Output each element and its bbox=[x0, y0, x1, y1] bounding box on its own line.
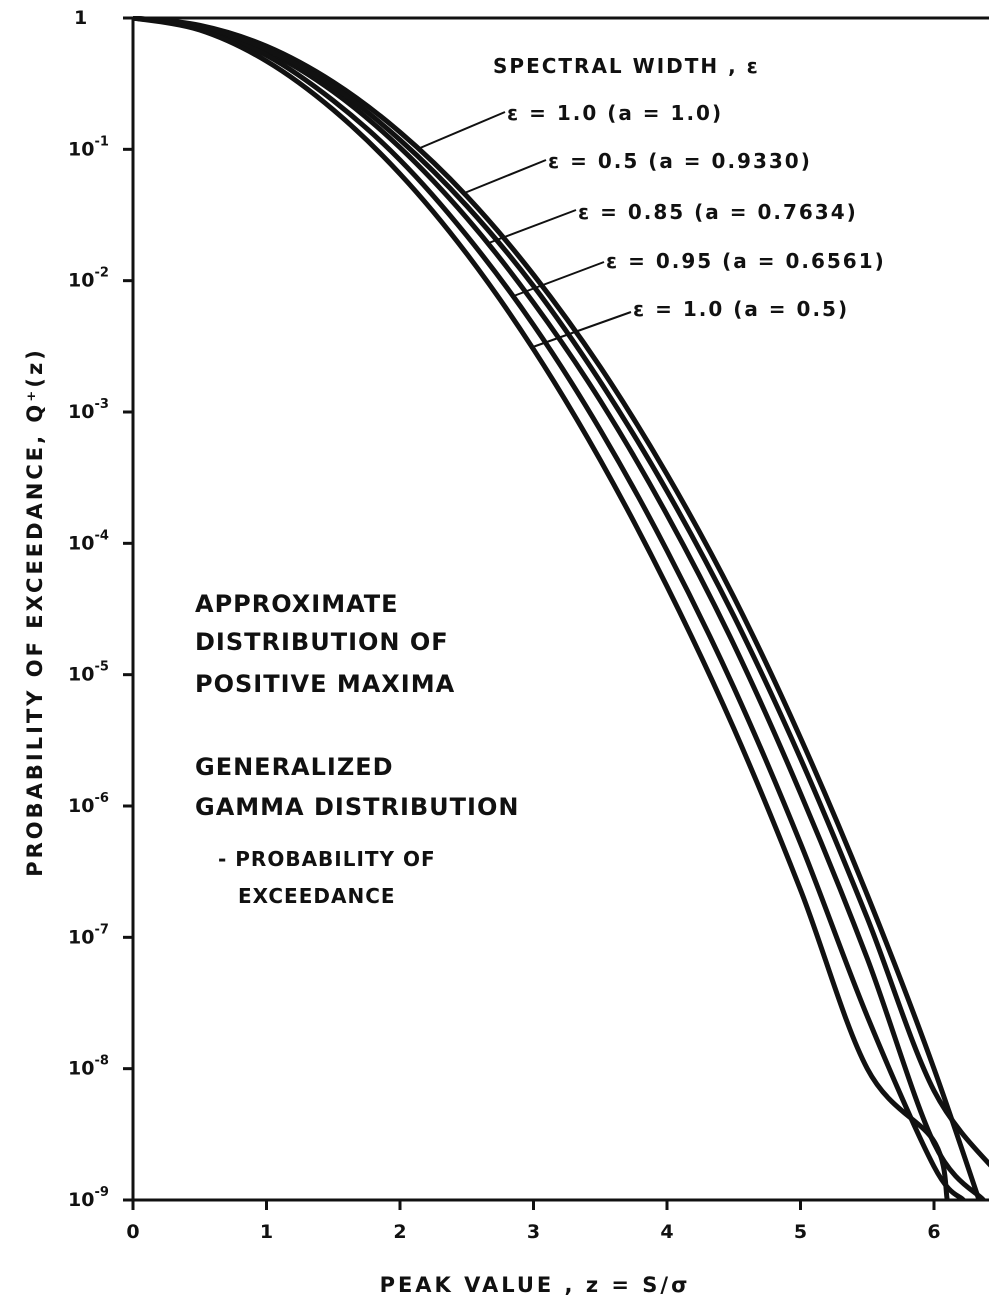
x-tick-label: 6 bbox=[927, 1221, 940, 1243]
legend-leader-lines bbox=[419, 111, 632, 349]
annotation-line: DISTRIBUTION OF bbox=[195, 628, 449, 656]
annotation-line: APPROXIMATE bbox=[195, 590, 399, 618]
annotation-line: GENERALIZED bbox=[195, 753, 394, 781]
legend-leader-4 bbox=[510, 261, 605, 298]
annotation-line: GAMMA DISTRIBUTION bbox=[195, 793, 519, 821]
series-curve-1 bbox=[133, 16, 982, 1200]
legend-leader-2 bbox=[461, 159, 547, 195]
y-tick-label: 10-2 bbox=[68, 266, 109, 292]
y-tick-label: 10-5 bbox=[68, 660, 109, 686]
annotation-line: POSITIVE MAXIMA bbox=[195, 670, 455, 698]
curve-layer bbox=[133, 16, 989, 1200]
x-tick-label: 0 bbox=[126, 1221, 139, 1243]
legend-leader-1 bbox=[419, 111, 506, 149]
y-tick-label: 10-4 bbox=[68, 528, 109, 554]
y-tick-label: 10-9 bbox=[68, 1185, 109, 1211]
legend-entry-5: ε = 1.0 (a = 0.5) bbox=[633, 297, 849, 321]
y-tick-label: 10-1 bbox=[68, 134, 109, 160]
y-tick-label: 1 bbox=[74, 7, 87, 29]
y-tick-label: 10-7 bbox=[68, 922, 109, 948]
legend-leader-3 bbox=[485, 209, 577, 245]
legend-entry-1: ε = 1.0 (a = 1.0) bbox=[507, 101, 723, 125]
legend-entry-3: ε = 0.85 (a = 0.7634) bbox=[578, 200, 858, 224]
series-curve-2 bbox=[133, 16, 986, 1200]
y-tick-label: 10-8 bbox=[68, 1054, 109, 1080]
legend-entry-4: ε = 0.95 (a = 0.6561) bbox=[606, 249, 886, 273]
x-tick-label: 1 bbox=[260, 1221, 273, 1243]
x-tick-label: 2 bbox=[393, 1221, 406, 1243]
legend-title: SPECTRAL WIDTH , ε bbox=[493, 54, 760, 78]
x-axis-ticks: 0 1 2 3 4 5 6 bbox=[126, 1200, 941, 1243]
annotation-line: EXCEEDANCE bbox=[238, 884, 396, 908]
y-tick-label: 10-3 bbox=[68, 397, 109, 423]
y-axis-title: PROBABILITY OF EXCEEDANCE, Q⁺(z) bbox=[23, 347, 47, 877]
x-tick-label: 4 bbox=[660, 1221, 673, 1243]
y-axis-ticks: 1 10-1 10-2 10-3 10-4 10-5 10-6 10-7 10-8 10-9 bbox=[68, 7, 133, 1211]
legend-leader-5 bbox=[529, 311, 632, 349]
series-curve-3 bbox=[133, 16, 966, 1200]
x-tick-label: 5 bbox=[794, 1221, 807, 1243]
x-axis-title: PEAK VALUE , z = S/σ bbox=[380, 1273, 691, 1297]
legend: SPECTRAL WIDTH , ε ε = 1.0 (a = 1.0) ε = … bbox=[493, 54, 886, 321]
annotation-block: APPROXIMATE DISTRIBUTION OF POSITIVE MAX… bbox=[195, 590, 519, 908]
legend-entry-2: ε = 0.5 (a = 0.9330) bbox=[548, 149, 812, 173]
series-curve-4 bbox=[133, 16, 950, 1200]
plot-frame bbox=[131, 16, 989, 1202]
y-tick-label: 10-6 bbox=[68, 791, 109, 817]
series-curve-5 bbox=[133, 16, 989, 1168]
x-tick-label: 3 bbox=[527, 1221, 540, 1243]
annotation-line: - PROBABILITY OF bbox=[218, 847, 436, 871]
